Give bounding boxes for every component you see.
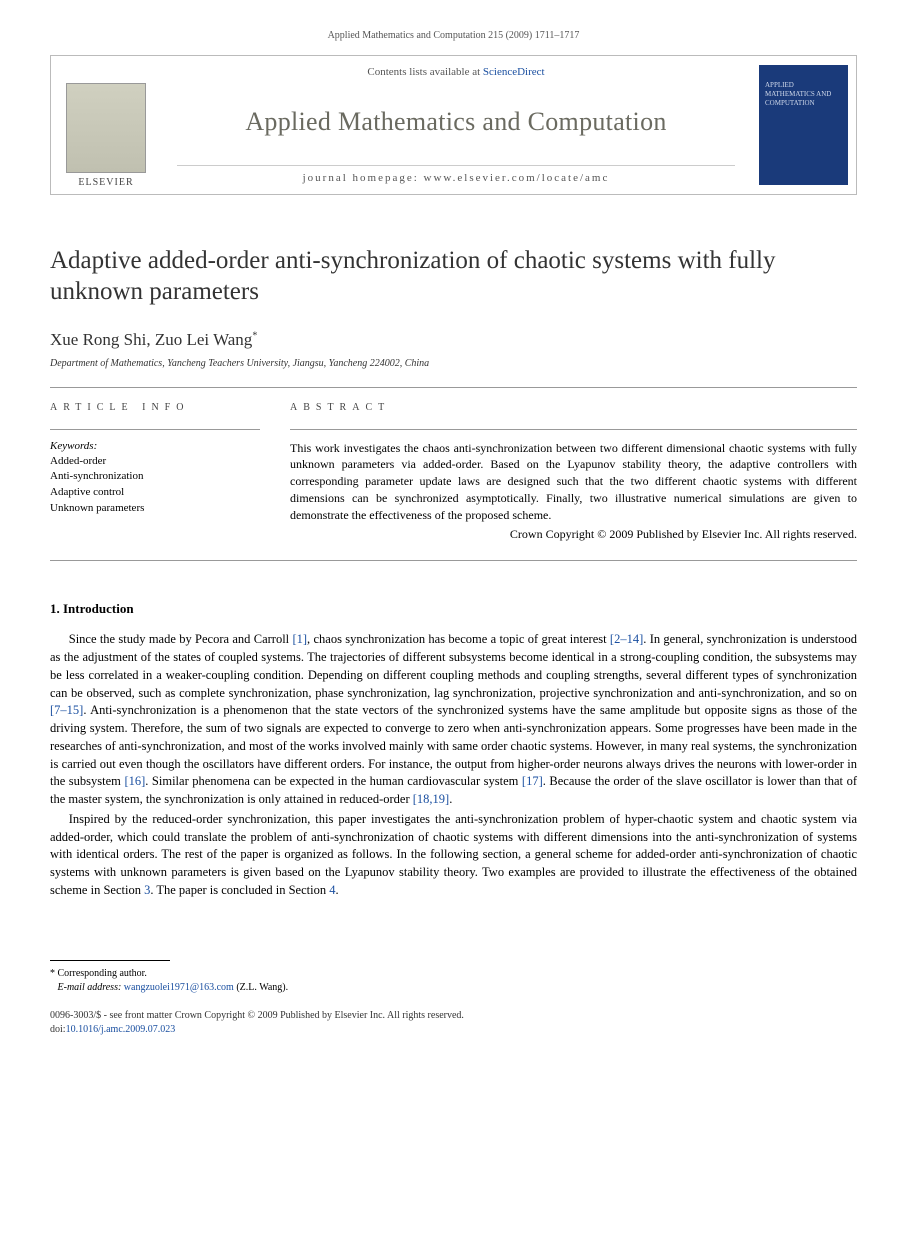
email-tail: (Z.L. Wang). [234,982,288,993]
author-list: Xue Rong Shi, Zuo Lei Wang* [50,330,857,350]
keyword: Added-order [50,454,260,470]
paragraph: Since the study made by Pecora and Carro… [50,631,857,809]
body-text: . The paper is concluded in Section [150,883,329,897]
abstract-column: ABSTRACT This work investigates the chao… [290,402,857,543]
journal-banner: ELSEVIER Contents lists available at Sci… [50,55,857,195]
author-names: Xue Rong Shi, Zuo Lei Wang [50,330,252,349]
footnote-rule [50,960,170,961]
body-text: Since the study made by Pecora and Carro… [69,632,293,646]
corresponding-footnote: * Corresponding author. [50,967,857,981]
banner-center: Contents lists available at ScienceDirec… [161,56,751,194]
doi-link[interactable]: 10.1016/j.amc.2009.07.023 [66,1024,176,1035]
article-info-label: ARTICLE INFO [50,402,260,413]
email-footnote: E-mail address: wangzuolei1971@163.com (… [50,981,857,995]
journal-cover-icon: APPLIED MATHEMATICS AND COMPUTATION [759,65,848,185]
citation-link[interactable]: [18,19] [413,792,449,806]
citation-header: Applied Mathematics and Computation 215 … [50,30,857,41]
citation-link[interactable]: [17] [522,774,543,788]
citation-link[interactable]: [16] [124,774,145,788]
article-info-column: ARTICLE INFO Keywords: Added-order Anti-… [50,402,260,543]
footer-copyright: 0096-3003/$ - see front matter Crown Cop… [50,1009,857,1023]
corresponding-mark: * [252,330,257,341]
abstract-copyright: Crown Copyright © 2009 Published by Else… [290,527,857,542]
elsevier-tree-icon [66,83,146,173]
email-label: E-mail address: [58,982,124,993]
keyword: Unknown parameters [50,501,260,517]
paragraph: Inspired by the reduced-order synchroniz… [50,811,857,900]
abstract-text: This work investigates the chaos anti-sy… [290,440,857,524]
citation-link[interactable]: [7–15] [50,703,83,717]
cover-thumb-wrap: APPLIED MATHEMATICS AND COMPUTATION [751,56,856,194]
affiliation: Department of Mathematics, Yancheng Teac… [50,358,857,369]
journal-homepage: journal homepage: www.elsevier.com/locat… [177,165,735,184]
divider [50,560,857,561]
contents-prefix: Contents lists available at [367,66,482,78]
article-title: Adaptive added-order anti-synchronizatio… [50,245,857,308]
section-heading: 1. Introduction [50,601,857,617]
email-link[interactable]: wangzuolei1971@163.com [124,982,234,993]
body-text: , chaos synchronization has become a top… [307,632,610,646]
contents-available: Contents lists available at ScienceDirec… [177,66,735,78]
abstract-label: ABSTRACT [290,402,857,413]
divider [50,429,260,430]
info-abstract-row: ARTICLE INFO Keywords: Added-order Anti-… [50,388,857,561]
body-text: . [335,883,338,897]
citation-link[interactable]: [1] [292,632,307,646]
footer-block: 0096-3003/$ - see front matter Crown Cop… [50,1009,857,1037]
divider [290,429,857,430]
keyword: Adaptive control [50,485,260,501]
journal-title: Applied Mathematics and Computation [177,107,735,137]
publisher-name: ELSEVIER [78,177,133,188]
keyword: Anti-synchronization [50,469,260,485]
introduction-section: 1. Introduction Since the study made by … [50,601,857,899]
publisher-block: ELSEVIER [51,56,161,194]
footer-doi: doi:10.1016/j.amc.2009.07.023 [50,1023,857,1037]
body-text: . [449,792,452,806]
sciencedirect-link[interactable]: ScienceDirect [483,66,545,78]
doi-label: doi: [50,1024,66,1035]
citation-link[interactable]: [2–14] [610,632,643,646]
keywords-heading: Keywords: [50,440,260,452]
body-text: . Similar phenomena can be expected in t… [145,774,522,788]
